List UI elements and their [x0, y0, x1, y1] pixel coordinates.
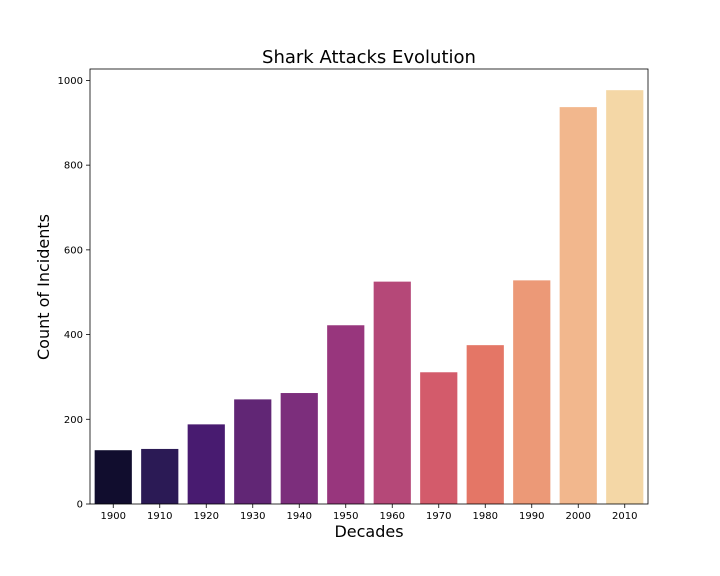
x-tick-label-2000: 2000	[566, 511, 591, 522]
bar-1930	[234, 399, 272, 504]
y-tick-label-200: 200	[64, 415, 83, 426]
y-tick-label-800: 800	[64, 161, 83, 172]
bar-2010	[606, 90, 644, 505]
x-tick-label-1920: 1920	[194, 511, 219, 522]
y-tick-label-0: 0	[77, 500, 83, 511]
bar-1900	[94, 450, 132, 504]
y-axis-label: Count of Incidents	[34, 214, 53, 360]
x-tick-label-1930: 1930	[240, 511, 265, 522]
bar-1960	[373, 281, 411, 504]
x-tick-label-1970: 1970	[426, 511, 451, 522]
x-tick-label-1980: 1980	[473, 511, 498, 522]
y-axis: 0 200 400 600 800 1000	[58, 76, 90, 511]
x-tick-label-1900: 1900	[101, 511, 126, 522]
x-tick-label-1950: 1950	[333, 511, 358, 522]
bar-1950	[327, 325, 365, 504]
bar-2000	[559, 107, 597, 505]
x-tick-label-1910: 1910	[147, 511, 172, 522]
bar-1920	[187, 424, 225, 504]
bar-1990	[513, 280, 551, 504]
bar-1980	[466, 345, 504, 504]
y-tick-label-600: 600	[64, 245, 83, 256]
x-tick-label-2010: 2010	[612, 511, 637, 522]
x-axis-label: Decades	[334, 522, 403, 541]
bars-group	[94, 90, 644, 505]
x-tick-label-1940: 1940	[287, 511, 312, 522]
plot-frame	[89, 68, 649, 505]
x-tick-label-1990: 1990	[519, 511, 544, 522]
y-tick-label-400: 400	[64, 330, 83, 341]
x-tick-label-1960: 1960	[380, 511, 405, 522]
bar-1910	[141, 448, 179, 504]
bar-1940	[280, 393, 318, 504]
chart-title: Shark Attacks Evolution	[262, 47, 476, 68]
bar-1970	[420, 372, 458, 504]
x-axis: 1900 1910 1920 1930 1940 1950 1960 1970 1980 1990…	[101, 504, 637, 522]
y-tick-label-1000: 1000	[58, 76, 83, 87]
